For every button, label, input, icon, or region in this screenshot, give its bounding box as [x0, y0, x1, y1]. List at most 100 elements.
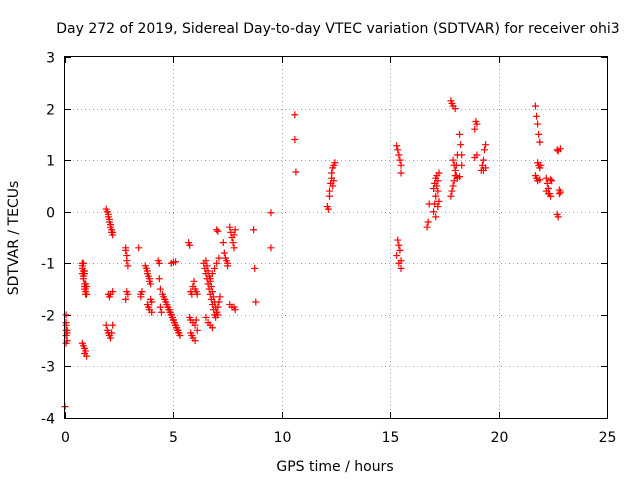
- data-point: [138, 288, 146, 296]
- data-point: [331, 159, 339, 167]
- data-point: [250, 226, 258, 234]
- data-point: [231, 226, 239, 234]
- data-point: [456, 130, 464, 138]
- data-point: [211, 264, 219, 272]
- data-point: [449, 182, 457, 190]
- data-point: [432, 213, 440, 221]
- data-point: [397, 169, 405, 177]
- data-point: [137, 293, 145, 301]
- data-point: [213, 259, 221, 267]
- data-point: [396, 246, 404, 254]
- data-point: [543, 179, 551, 187]
- y-axis-label: SDTVAR / TECUs: [6, 181, 22, 296]
- tick-labels: 0 5 10 15 20 25 -4 -3 -2 -1 0 1 2 3: [41, 51, 616, 447]
- data-point: [123, 288, 131, 296]
- data-point: [423, 223, 431, 231]
- data-point: [220, 249, 228, 257]
- data-point: [451, 166, 459, 174]
- data-point: [547, 176, 555, 184]
- data-point: [447, 192, 455, 200]
- data-point: [156, 285, 164, 293]
- data-point: [62, 319, 70, 327]
- data-point: [556, 145, 564, 153]
- data-point: [81, 270, 89, 278]
- y-tick-label: -3: [41, 360, 55, 376]
- data-point: [211, 298, 219, 306]
- data-point: [123, 257, 131, 265]
- data-point: [135, 244, 143, 252]
- data-point: [204, 280, 212, 288]
- data-point: [542, 174, 550, 182]
- data-point: [107, 334, 115, 342]
- plot-frame: [64, 56, 608, 419]
- data-point: [267, 209, 275, 217]
- data-points: [61, 97, 564, 411]
- data-point: [534, 120, 542, 128]
- data-point: [291, 136, 299, 144]
- data-point: [329, 182, 337, 190]
- data-point: [458, 161, 466, 169]
- data-point: [212, 303, 220, 311]
- data-point: [433, 172, 441, 180]
- y-tick-label: -2: [41, 309, 55, 325]
- x-tick-label: 0: [61, 430, 70, 446]
- data-point: [393, 142, 401, 150]
- data-point: [203, 262, 211, 270]
- y-tick-label: 2: [46, 103, 55, 119]
- data-point: [204, 267, 212, 275]
- data-point: [535, 130, 543, 138]
- data-point: [214, 311, 222, 319]
- data-point: [394, 236, 402, 244]
- data-point: [430, 208, 438, 216]
- data-point: [224, 262, 232, 270]
- data-point: [396, 156, 404, 164]
- data-point: [554, 213, 562, 221]
- data-point: [83, 352, 91, 360]
- data-point: [555, 190, 563, 198]
- data-point: [208, 270, 216, 278]
- data-point: [165, 306, 173, 314]
- data-point: [202, 257, 210, 265]
- data-point: [208, 288, 216, 296]
- data-point: [394, 146, 402, 154]
- data-point: [434, 187, 442, 195]
- data-point: [473, 151, 481, 159]
- data-point: [147, 280, 155, 288]
- data-point: [109, 231, 117, 239]
- data-point: [324, 205, 332, 213]
- data-point: [190, 277, 198, 285]
- data-point: [213, 226, 221, 234]
- data-point: [167, 311, 175, 319]
- data-point: [172, 258, 180, 266]
- data-point: [482, 141, 490, 149]
- data-point: [397, 264, 405, 272]
- data-point: [62, 311, 70, 319]
- data-point: [155, 275, 163, 283]
- x-tick-label: 25: [599, 430, 617, 446]
- data-point: [456, 173, 464, 181]
- data-point: [208, 324, 216, 332]
- data-point: [148, 308, 156, 316]
- data-point: [202, 313, 210, 321]
- data-point: [148, 298, 156, 306]
- data-point: [156, 303, 164, 311]
- data-point: [193, 290, 201, 298]
- data-point: [192, 316, 200, 324]
- data-point: [481, 146, 489, 154]
- data-point: [473, 120, 481, 128]
- data-point: [479, 156, 487, 164]
- data-point: [424, 218, 432, 226]
- data-point: [215, 254, 223, 262]
- data-point: [191, 321, 199, 329]
- data-point: [214, 227, 222, 235]
- data-point: [109, 288, 117, 296]
- y-tick-label: -1: [41, 257, 55, 273]
- data-point: [79, 275, 87, 283]
- data-point: [109, 321, 117, 329]
- data-point: [210, 293, 218, 301]
- x-axis-label: GPS time / hours: [276, 459, 393, 475]
- data-point: [395, 241, 403, 249]
- data-point: [471, 125, 479, 133]
- data-point: [231, 306, 239, 314]
